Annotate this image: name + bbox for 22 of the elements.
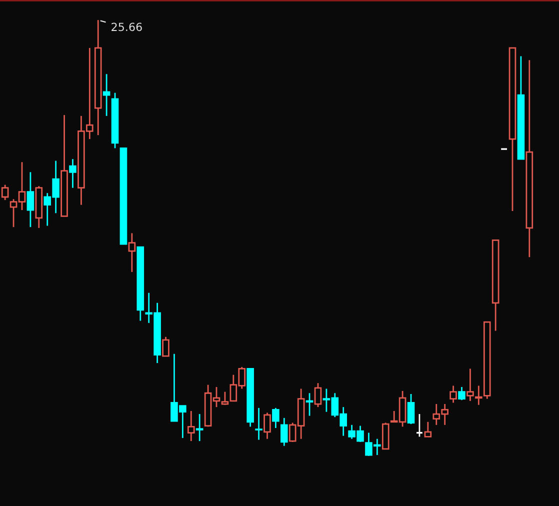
candlestick — [128, 232, 136, 273]
candlestick — [187, 410, 195, 442]
candlestick — [264, 412, 271, 440]
candlestick — [162, 336, 170, 357]
candlestick — [196, 413, 204, 442]
candlestick — [69, 158, 76, 189]
candlestick — [416, 413, 424, 438]
candlestick — [424, 421, 432, 438]
candlestick — [475, 385, 482, 406]
candlestick — [466, 368, 474, 402]
candlestick — [26, 171, 34, 228]
candlestick — [272, 407, 280, 429]
candlestick — [407, 393, 415, 425]
candlestick — [306, 392, 314, 416]
annotation: 25.66 — [112, 22, 142, 32]
candlestick — [255, 407, 262, 440]
candlestick — [450, 385, 457, 404]
candlestick — [314, 382, 322, 408]
candlestick — [1, 184, 9, 201]
candlestick — [280, 417, 288, 447]
candlestick — [102, 73, 110, 117]
candlestick — [458, 386, 466, 401]
